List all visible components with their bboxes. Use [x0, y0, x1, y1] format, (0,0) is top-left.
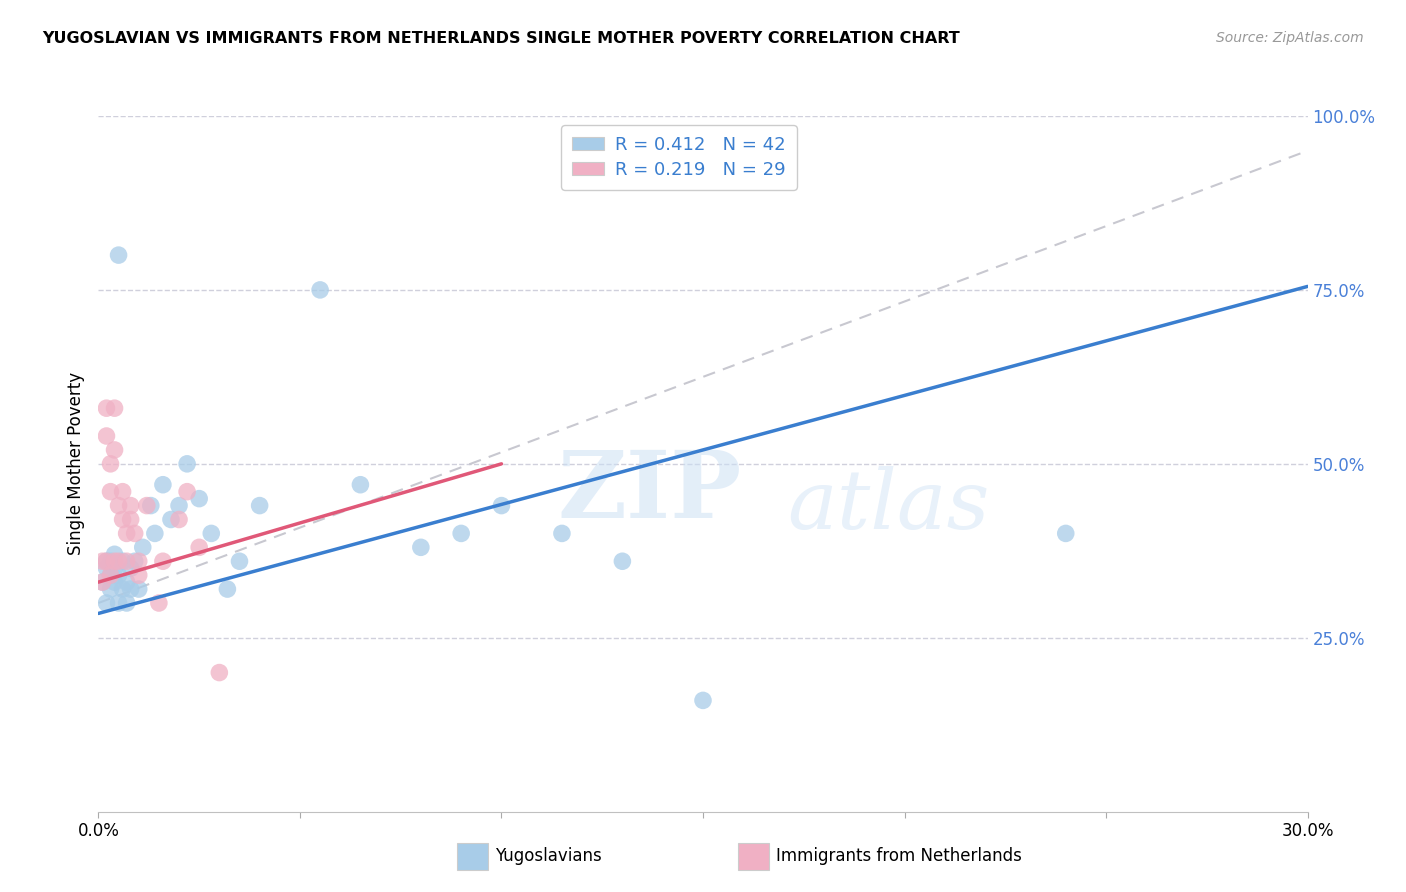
Point — [120, 512, 142, 526]
Point — [115, 526, 138, 541]
Point — [128, 582, 150, 596]
Point — [491, 499, 513, 513]
Point — [139, 499, 162, 513]
Point — [100, 554, 122, 568]
Point — [167, 499, 190, 513]
Point — [152, 554, 174, 568]
Point — [132, 541, 155, 555]
Point — [103, 442, 125, 457]
Point — [200, 526, 222, 541]
Point — [148, 596, 170, 610]
Point — [107, 248, 129, 262]
Point — [96, 401, 118, 416]
Point — [115, 554, 138, 568]
Point — [111, 582, 134, 596]
Point — [103, 575, 125, 590]
Point — [91, 554, 114, 568]
Point — [160, 512, 183, 526]
Point — [143, 526, 166, 541]
Point — [208, 665, 231, 680]
Point — [115, 575, 138, 590]
Text: YUGOSLAVIAN VS IMMIGRANTS FROM NETHERLANDS SINGLE MOTHER POVERTY CORRELATION CHA: YUGOSLAVIAN VS IMMIGRANTS FROM NETHERLAN… — [42, 31, 960, 46]
Point — [96, 554, 118, 568]
Point — [128, 554, 150, 568]
Point — [120, 499, 142, 513]
Point — [309, 283, 332, 297]
Point — [450, 526, 472, 541]
Y-axis label: Single Mother Poverty: Single Mother Poverty — [66, 372, 84, 556]
Point — [103, 401, 125, 416]
Point — [91, 575, 114, 590]
Point — [1054, 526, 1077, 541]
Point — [111, 512, 134, 526]
Point — [103, 561, 125, 575]
Point — [120, 561, 142, 575]
Point — [100, 582, 122, 596]
Point — [100, 484, 122, 499]
Point — [103, 547, 125, 561]
Point — [551, 526, 574, 541]
Point — [107, 499, 129, 513]
Point — [103, 554, 125, 568]
Point — [349, 477, 371, 491]
Point — [409, 541, 432, 555]
Point — [100, 568, 122, 582]
Point — [124, 554, 146, 568]
Point — [217, 582, 239, 596]
Point — [612, 554, 634, 568]
Point — [107, 568, 129, 582]
Point — [111, 484, 134, 499]
Point — [96, 596, 118, 610]
Text: ZIP: ZIP — [558, 447, 742, 537]
Point — [91, 575, 114, 590]
Point — [188, 491, 211, 506]
Text: Source: ZipAtlas.com: Source: ZipAtlas.com — [1216, 31, 1364, 45]
Point — [107, 554, 129, 568]
Point — [107, 596, 129, 610]
Point — [124, 526, 146, 541]
Legend: R = 0.412   N = 42, R = 0.219   N = 29: R = 0.412 N = 42, R = 0.219 N = 29 — [561, 125, 797, 190]
Point — [100, 568, 122, 582]
Point — [96, 429, 118, 443]
Point — [135, 499, 157, 513]
Point — [96, 554, 118, 568]
Point — [167, 512, 190, 526]
Point — [176, 457, 198, 471]
Text: atlas: atlas — [787, 466, 990, 546]
Point — [176, 484, 198, 499]
Point — [188, 541, 211, 555]
Point — [152, 477, 174, 491]
Point — [128, 568, 150, 582]
Point — [692, 693, 714, 707]
Point — [96, 561, 118, 575]
Point — [249, 499, 271, 513]
Point — [120, 582, 142, 596]
Point — [115, 596, 138, 610]
Text: Immigrants from Netherlands: Immigrants from Netherlands — [776, 847, 1022, 865]
Point — [111, 554, 134, 568]
Point — [228, 554, 250, 568]
Point — [100, 457, 122, 471]
Text: Yugoslavians: Yugoslavians — [495, 847, 602, 865]
